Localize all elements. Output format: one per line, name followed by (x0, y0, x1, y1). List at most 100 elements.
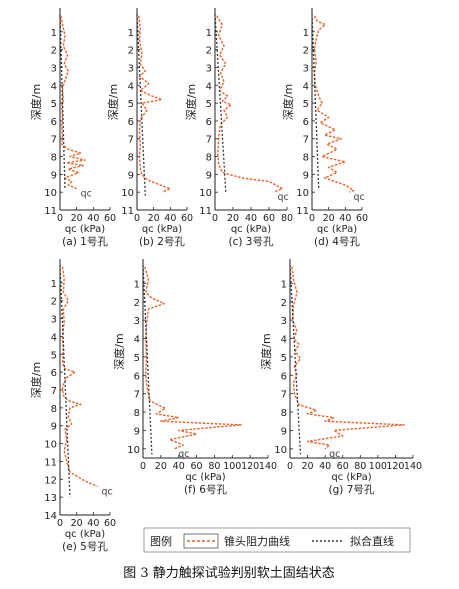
y-tick-label: 9 (303, 170, 309, 181)
x-tick-label: 60 (181, 213, 193, 224)
panel-caption: (f) 6号孔 (184, 483, 227, 496)
y-tick-label: 2 (134, 298, 140, 309)
y-tick-label: 5 (51, 350, 57, 361)
y-tick-label: 3 (206, 63, 212, 74)
panel-caption: (c) 3号孔 (229, 235, 274, 248)
x-tick-label: 120 (241, 461, 259, 472)
y-tick-label: 4 (51, 81, 57, 92)
y-tick-label: 5 (51, 99, 57, 110)
y-tick-label: 10 (44, 440, 57, 451)
x-tick-label: 20 (71, 213, 83, 224)
legend-qc-label: 锥头阻力曲线 (224, 534, 290, 548)
legend-box (143, 527, 411, 553)
y-tick-label: 5 (128, 99, 134, 110)
y-tick-label: 11 (121, 206, 134, 217)
x-axis-label: qc (kPa) (231, 224, 271, 235)
y-tick-label: 7 (51, 386, 57, 397)
x-tick-label: 100 (223, 461, 241, 472)
qc-annotation: qc (329, 449, 340, 460)
fit-line (59, 264, 71, 498)
y-tick-label: 10 (44, 188, 57, 199)
x-axis-label: qc (kPa) (185, 472, 225, 483)
y-tick-label: 1 (51, 28, 57, 39)
x-tick-label: 20 (71, 518, 83, 529)
y-tick-label: 2 (303, 46, 309, 57)
qc-annotation: qc (102, 486, 113, 497)
y-tick-label: 9 (51, 170, 57, 181)
x-tick-label: 40 (173, 461, 185, 472)
y-tick-label: 1 (206, 28, 212, 39)
x-tick-label: 80 (281, 213, 293, 224)
y-tick-label: 9 (134, 426, 140, 437)
y-tick-label: 9 (51, 422, 57, 433)
y-tick-label: 1 (281, 279, 287, 290)
y-tick-label: 10 (199, 188, 212, 199)
y-tick-label: 7 (128, 135, 134, 146)
x-tick-label: 0 (212, 213, 218, 224)
y-axis-label: 深度/m (259, 333, 273, 369)
x-tick-label: 20 (155, 461, 167, 472)
x-axis-label: qc (kPa) (331, 472, 371, 483)
x-tick-label: 40 (339, 213, 351, 224)
y-tick-label: 7 (281, 390, 287, 401)
y-tick-label: 3 (134, 316, 140, 327)
x-tick-label: 140 (259, 461, 277, 472)
y-tick-label: 8 (51, 153, 57, 164)
qc-curve (144, 266, 242, 450)
x-tick-label: 20 (148, 213, 160, 224)
chart-panel-2: 1 2 3 4 5 6 7 8 9 10 110 20 40 60 深度/m qc (kPa)(b) 2号孔 (106, 8, 193, 248)
panel-caption: (g) 7号孔 (329, 483, 375, 496)
y-tick-label: 2 (281, 298, 287, 309)
x-axis-label: qc (kPa) (142, 224, 182, 235)
qc-annotation: qc (278, 192, 289, 203)
y-tick-label: 4 (128, 81, 134, 92)
y-tick-label: 6 (206, 117, 212, 128)
x-tick-label: 20 (323, 213, 335, 224)
legend-swatch-box (183, 533, 219, 549)
y-tick-label: 9 (128, 170, 134, 181)
y-tick-label: 7 (206, 135, 212, 146)
fit-line (311, 13, 320, 189)
qc-curve (60, 15, 86, 190)
panel-caption: (a) 1号孔 (62, 235, 108, 248)
x-axis-label: qc (kPa) (65, 224, 105, 235)
y-tick-label: 6 (303, 117, 309, 128)
x-tick-label: 60 (104, 518, 116, 529)
y-tick-label: 1 (134, 279, 140, 290)
x-tick-label: 60 (191, 461, 203, 472)
y-tick-label: 8 (303, 153, 309, 164)
y-tick-label: 9 (206, 170, 212, 181)
y-tick-label: 8 (128, 153, 134, 164)
panel-caption: (d) 4号孔 (314, 235, 360, 248)
y-tick-label: 1 (128, 28, 134, 39)
y-tick-label: 5 (303, 99, 309, 110)
x-tick-label: 60 (356, 213, 368, 224)
y-tick-label: 9 (281, 426, 287, 437)
x-tick-label: 0 (134, 213, 140, 224)
legend-title: 图例 (150, 534, 172, 548)
x-tick-label: 40 (87, 518, 99, 529)
y-tick-label: 11 (44, 457, 57, 468)
y-axis-label: 深度/m (106, 84, 120, 120)
x-axis-label: qc (kPa) (65, 529, 105, 540)
x-tick-label: 60 (337, 461, 349, 472)
y-tick-label: 3 (51, 63, 57, 74)
x-tick-label: 40 (87, 213, 99, 224)
x-tick-label: 0 (57, 518, 63, 529)
y-tick-label: 10 (127, 445, 140, 456)
fit-line (142, 264, 153, 455)
y-tick-label: 1 (51, 279, 57, 290)
x-tick-label: 0 (309, 213, 315, 224)
y-tick-label: 3 (51, 315, 57, 326)
qc-annotation: qc (178, 449, 189, 460)
fit-line (59, 13, 66, 189)
y-tick-label: 3 (303, 63, 309, 74)
legend: 图例 锥头阻力曲线 拟合直线 (143, 527, 411, 553)
panel-caption: (b) 2号孔 (139, 235, 185, 248)
qc-curve (61, 266, 98, 488)
chart-panel-1: 1 2 3 4 5 6 7 8 9 10 110 20 40 60 深度/m qc (kPa)(a) 1号孔 q… (29, 8, 116, 248)
y-tick-label: 4 (281, 335, 287, 346)
